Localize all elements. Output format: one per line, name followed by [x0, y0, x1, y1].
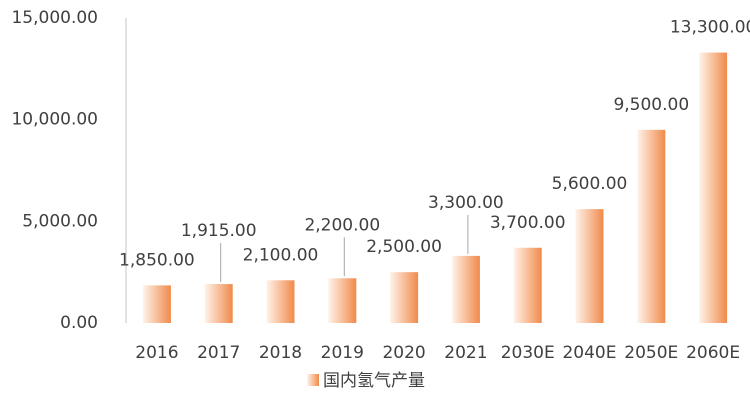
value-label: 1,850.00	[119, 250, 195, 270]
x-tick-label: 2016	[135, 343, 178, 363]
bar	[575, 209, 604, 323]
y-tick-label: 10,000.00	[11, 110, 98, 130]
x-tick-label: 2017	[197, 343, 240, 363]
bar	[142, 285, 171, 323]
x-tick-label: 2019	[321, 343, 364, 363]
value-label: 3,700.00	[490, 213, 566, 233]
legend-swatch	[307, 374, 319, 386]
value-label: 2,200.00	[304, 215, 380, 235]
value-label: 5,600.00	[552, 174, 628, 194]
x-tick-label: 2050E	[624, 343, 678, 363]
y-tick-label: 5,000.00	[22, 211, 98, 231]
bar	[328, 278, 357, 323]
x-tick-label: 2030E	[501, 343, 555, 363]
value-label: 2,500.00	[366, 237, 442, 257]
y-tick-label: 0.00	[60, 313, 98, 333]
x-tick-label: 2020	[382, 343, 425, 363]
bar	[390, 272, 419, 323]
x-tick-label: 2060E	[686, 343, 740, 363]
bar	[451, 255, 480, 323]
bar	[637, 129, 666, 323]
x-tick-label: 2018	[259, 343, 302, 363]
value-label: 3,300.00	[428, 193, 504, 213]
value-label: 9,500.00	[613, 95, 689, 115]
y-tick-label: 15,000.00	[11, 8, 98, 28]
legend-label: 国内氢气产量	[323, 371, 425, 391]
bar	[266, 280, 295, 323]
bar	[699, 52, 728, 324]
value-label: 2,100.00	[243, 245, 319, 265]
value-label: 13,300.00	[670, 18, 750, 38]
value-label: 1,915.00	[181, 221, 257, 241]
bar	[513, 247, 542, 323]
x-tick-label: 2021	[444, 343, 487, 363]
x-tick-label: 2040E	[562, 343, 616, 363]
bar	[204, 284, 233, 323]
